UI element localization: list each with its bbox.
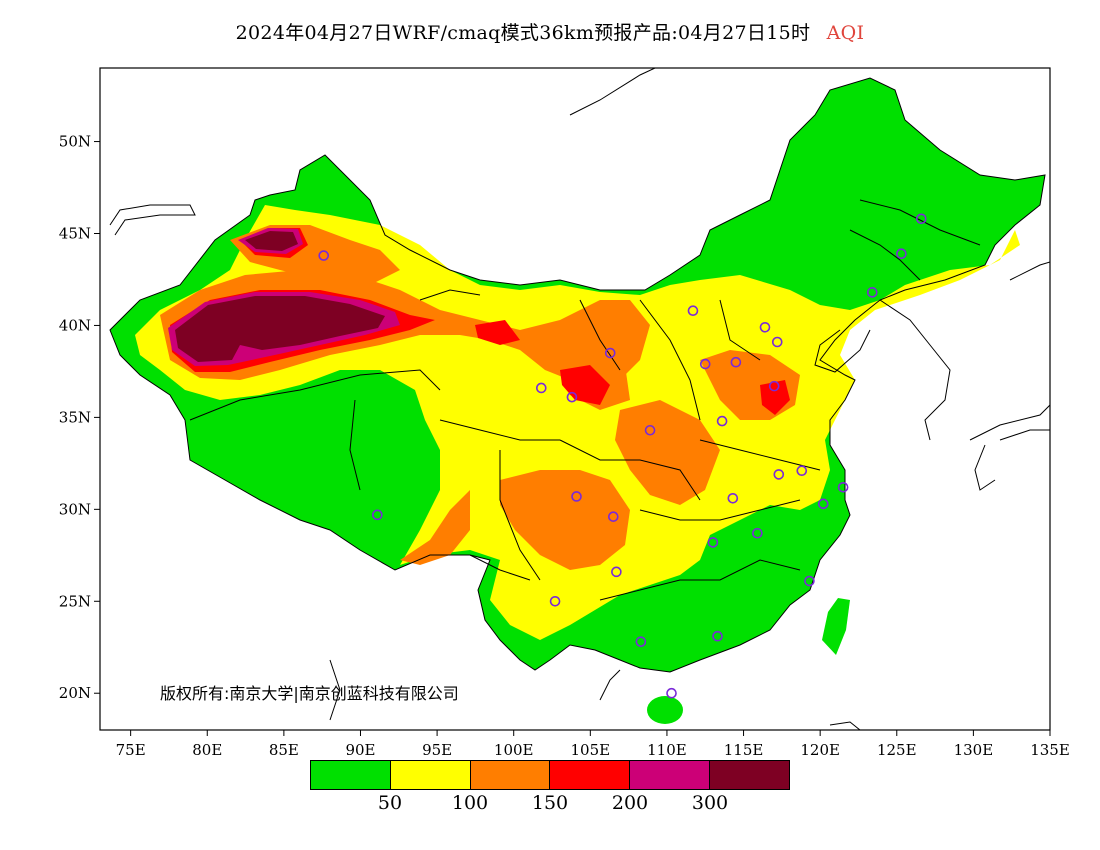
y-tick-label: 20N (59, 684, 91, 702)
city-station-marker (372, 509, 383, 521)
map-title: 2024年04月27日WRF/cmaq模式36km预报产品:04月27日15时 … (0, 18, 1100, 45)
city-station-marker (896, 248, 907, 260)
map-frame (99, 67, 1051, 731)
x-tick-label: 75E (116, 741, 146, 759)
map-content (109, 68, 1050, 730)
colorbar-level-label: 200 (611, 792, 649, 814)
city-station-marker (571, 491, 582, 502)
colorbar-segment (311, 761, 390, 789)
aqi-region-good-hainan (647, 696, 683, 724)
y-tick-label: 30N (59, 500, 91, 518)
city-station-marker (837, 481, 849, 493)
city-station-marker (566, 391, 578, 403)
colorbar-level-label: 100 (451, 792, 489, 814)
title-main-text: 2024年04月27日WRF/cmaq模式36km预报产品:04月27日15时 (235, 22, 811, 44)
city-station-marker (707, 537, 719, 548)
copyright-text: 版权所有:南京大学|南京创蓝科技有限公司 (160, 684, 459, 703)
city-station-marker (687, 305, 699, 317)
country-outline (109, 77, 1046, 673)
x-tick-label: 100E (494, 741, 534, 759)
city-station-marker (712, 630, 723, 642)
y-tick-label: 40N (59, 316, 91, 334)
title-pollutant-text: AQI (826, 22, 865, 44)
city-station-marker (771, 336, 783, 348)
x-tick-label: 80E (192, 741, 222, 759)
colorbar-level-label: 300 (691, 792, 729, 814)
x-tick-label: 120E (800, 741, 840, 759)
city-station-marker (699, 358, 711, 370)
aqi-region-hazardous (175, 231, 385, 362)
y-tick-label: 50N (59, 133, 91, 151)
x-tick-label: 110E (647, 741, 687, 759)
city-station-marker (768, 380, 780, 392)
city-station-marker (866, 287, 878, 298)
city-station-marker (535, 382, 547, 394)
x-tick-label: 115E (724, 741, 764, 759)
city-station-marker (773, 469, 785, 480)
city-station-marker (804, 575, 815, 587)
city-station-marker (716, 415, 728, 427)
aqi-region-good-taiwan (822, 598, 850, 655)
x-tick-label: 95E (422, 741, 452, 759)
x-tick-label: 125E (877, 741, 917, 759)
city-station-marker (727, 492, 739, 504)
city-station-marker (752, 527, 763, 539)
city-station-marker (817, 498, 829, 510)
city-station-marker (759, 321, 771, 333)
y-tick-label: 25N (59, 592, 91, 610)
x-tick-label: 90E (345, 741, 375, 759)
coastlines-and-borders (109, 68, 1050, 730)
colorbar-segment (549, 761, 630, 789)
city-station-marker (318, 250, 330, 261)
colorbar-level-label: 50 (377, 792, 403, 814)
colorbar-segment (629, 761, 710, 789)
city-station-marker (635, 636, 647, 648)
city-station-marker (604, 347, 616, 359)
aqi-colorbar (310, 760, 790, 790)
colorbar-segment (709, 761, 789, 789)
city-station-marker (730, 356, 742, 368)
x-tick-label: 105E (571, 741, 611, 759)
city-station-marker (796, 465, 808, 477)
city-stations (318, 213, 927, 699)
y-tick-label: 35N (59, 408, 91, 426)
colorbar-segment (389, 761, 470, 789)
city-station-marker (666, 687, 677, 699)
x-tick-label: 85E (269, 741, 299, 759)
city-station-marker (608, 511, 619, 522)
colorbar-level-label: 150 (531, 792, 569, 814)
x-tick-label: 135E (1030, 741, 1070, 759)
colorbar-segment (469, 761, 550, 789)
city-station-marker (549, 595, 561, 607)
x-tick-label: 130E (954, 741, 994, 759)
city-station-marker (644, 424, 656, 436)
y-tick-label: 45N (59, 225, 91, 243)
axis-ticks: 75E 80E 85E 90E 95E 100E 105E 110E 115E 120E 125E 1… (59, 133, 1070, 759)
city-station-marker (915, 213, 927, 225)
city-station-marker (611, 566, 622, 578)
